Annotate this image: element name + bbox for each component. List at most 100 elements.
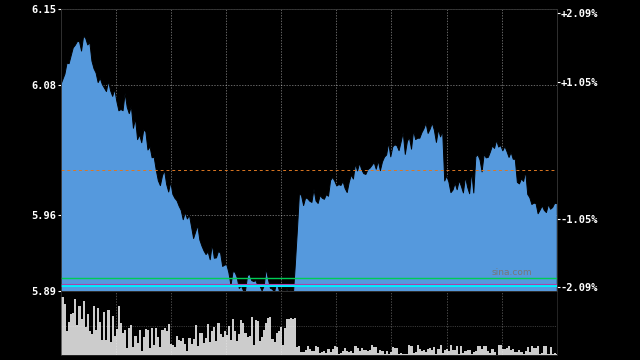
Bar xyxy=(315,346,317,355)
Bar xyxy=(74,299,76,355)
Bar xyxy=(70,314,72,355)
Bar xyxy=(388,354,390,355)
Bar xyxy=(172,345,174,355)
Bar xyxy=(188,338,191,355)
Bar xyxy=(325,352,328,355)
Bar xyxy=(307,346,308,355)
Bar xyxy=(101,341,103,355)
Bar xyxy=(529,352,531,355)
Bar xyxy=(89,331,91,355)
Bar xyxy=(452,350,454,355)
Bar xyxy=(373,347,375,355)
Bar xyxy=(228,326,230,355)
Bar xyxy=(308,349,311,355)
Bar xyxy=(498,345,500,355)
Bar xyxy=(209,342,211,355)
Bar xyxy=(159,347,161,355)
Bar xyxy=(502,350,504,355)
Bar xyxy=(261,337,263,355)
Bar xyxy=(547,354,550,355)
Bar xyxy=(470,354,473,355)
Bar xyxy=(537,346,539,355)
Bar xyxy=(259,341,261,355)
Bar xyxy=(427,349,429,355)
Bar xyxy=(356,348,358,355)
Bar xyxy=(151,328,153,355)
Bar xyxy=(380,350,381,355)
Bar xyxy=(390,352,392,355)
Bar xyxy=(243,323,244,355)
Bar xyxy=(442,353,444,355)
Bar xyxy=(462,354,465,355)
Bar xyxy=(367,351,369,355)
Bar xyxy=(417,346,419,355)
Bar xyxy=(419,349,421,355)
Bar xyxy=(178,340,180,355)
Bar xyxy=(358,351,361,355)
Bar xyxy=(468,350,470,355)
Bar xyxy=(128,328,131,355)
Bar xyxy=(413,353,415,355)
Bar xyxy=(493,351,495,355)
Bar xyxy=(79,306,81,355)
Bar xyxy=(124,330,126,355)
Bar xyxy=(348,352,350,355)
Bar xyxy=(224,331,226,355)
Bar xyxy=(265,323,268,355)
Bar xyxy=(369,350,371,355)
Bar xyxy=(134,336,136,355)
Text: sina.com: sina.com xyxy=(492,268,532,277)
Bar xyxy=(218,323,220,355)
Bar xyxy=(191,343,193,355)
Bar xyxy=(180,341,182,355)
Bar xyxy=(440,345,442,355)
Bar xyxy=(294,318,296,355)
Bar xyxy=(381,351,383,355)
Bar xyxy=(446,348,448,355)
Bar xyxy=(193,339,195,355)
Bar xyxy=(512,349,515,355)
Bar xyxy=(527,347,529,355)
Bar xyxy=(483,346,485,355)
Bar xyxy=(244,333,246,355)
Bar xyxy=(62,297,64,355)
Bar xyxy=(305,350,307,355)
Bar xyxy=(276,333,278,355)
Bar xyxy=(122,333,124,355)
Bar xyxy=(120,323,122,355)
Bar xyxy=(292,319,294,355)
Bar xyxy=(353,353,355,355)
Bar xyxy=(535,348,537,355)
Bar xyxy=(500,345,502,355)
Bar xyxy=(479,346,481,355)
Bar xyxy=(64,304,66,355)
Bar xyxy=(321,352,323,355)
Bar xyxy=(396,348,398,355)
Bar xyxy=(429,348,431,355)
Bar xyxy=(485,346,487,355)
Bar xyxy=(66,331,68,355)
Bar xyxy=(170,344,172,355)
Bar xyxy=(234,331,236,355)
Bar xyxy=(84,327,87,355)
Bar xyxy=(465,351,467,355)
Bar xyxy=(435,354,438,355)
Bar xyxy=(375,347,378,355)
Bar xyxy=(317,347,319,355)
Bar xyxy=(421,351,423,355)
Bar xyxy=(460,346,462,355)
Bar xyxy=(199,333,201,355)
Bar xyxy=(106,340,108,355)
Bar xyxy=(153,345,156,355)
Bar xyxy=(278,330,280,355)
Bar xyxy=(355,346,356,355)
Bar xyxy=(311,351,313,355)
Bar xyxy=(207,324,209,355)
Bar xyxy=(328,349,330,355)
Bar xyxy=(284,328,286,355)
Bar xyxy=(518,350,520,355)
Bar xyxy=(516,352,518,355)
Bar xyxy=(301,352,303,355)
Bar xyxy=(467,350,468,355)
Bar xyxy=(340,353,342,355)
